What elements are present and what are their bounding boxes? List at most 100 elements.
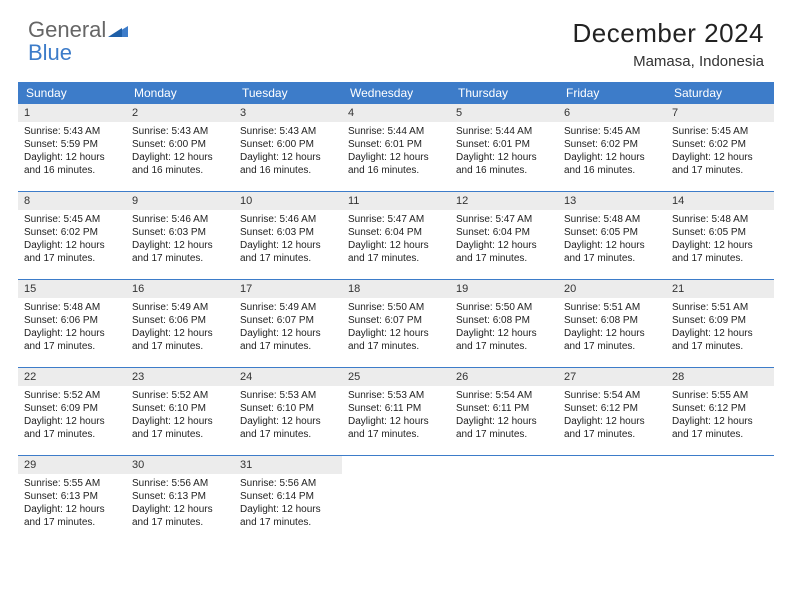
day-details: Sunrise: 5:45 AMSunset: 6:02 PMDaylight:… <box>558 122 666 183</box>
day-number: 6 <box>558 104 666 122</box>
calendar-week-row: 1Sunrise: 5:43 AMSunset: 5:59 PMDaylight… <box>18 104 774 192</box>
sunrise-line: Sunrise: 5:47 AM <box>348 213 444 226</box>
day-details: Sunrise: 5:49 AMSunset: 6:07 PMDaylight:… <box>234 298 342 359</box>
sunset-line: Sunset: 6:14 PM <box>240 490 336 503</box>
sunrise-line: Sunrise: 5:51 AM <box>672 301 768 314</box>
sunset-line: Sunset: 6:07 PM <box>348 314 444 327</box>
sunrise-line: Sunrise: 5:44 AM <box>456 125 552 138</box>
sunrise-line: Sunrise: 5:54 AM <box>564 389 660 402</box>
calendar-cell: 24Sunrise: 5:53 AMSunset: 6:10 PMDayligh… <box>234 368 342 455</box>
day-number: 11 <box>342 192 450 210</box>
daylight-line: Daylight: 12 hours and 16 minutes. <box>348 151 444 177</box>
day-details: Sunrise: 5:51 AMSunset: 6:09 PMDaylight:… <box>666 298 774 359</box>
sunrise-line: Sunrise: 5:51 AM <box>564 301 660 314</box>
day-number: 31 <box>234 456 342 474</box>
day-details: Sunrise: 5:54 AMSunset: 6:11 PMDaylight:… <box>450 386 558 447</box>
day-details: Sunrise: 5:53 AMSunset: 6:10 PMDaylight:… <box>234 386 342 447</box>
day-details: Sunrise: 5:48 AMSunset: 6:06 PMDaylight:… <box>18 298 126 359</box>
sunset-line: Sunset: 6:00 PM <box>132 138 228 151</box>
calendar-cell-empty <box>666 456 774 544</box>
sunset-line: Sunset: 6:05 PM <box>672 226 768 239</box>
calendar-cell: 11Sunrise: 5:47 AMSunset: 6:04 PMDayligh… <box>342 192 450 279</box>
sunrise-line: Sunrise: 5:56 AM <box>240 477 336 490</box>
day-number: 8 <box>18 192 126 210</box>
calendar-week-row: 29Sunrise: 5:55 AMSunset: 6:13 PMDayligh… <box>18 456 774 544</box>
day-header-cell: Thursday <box>450 82 558 104</box>
sunset-line: Sunset: 5:59 PM <box>24 138 120 151</box>
sunrise-line: Sunrise: 5:43 AM <box>24 125 120 138</box>
day-number: 24 <box>234 368 342 386</box>
sunset-line: Sunset: 6:08 PM <box>456 314 552 327</box>
day-details: Sunrise: 5:55 AMSunset: 6:12 PMDaylight:… <box>666 386 774 447</box>
day-number: 1 <box>18 104 126 122</box>
sunrise-line: Sunrise: 5:46 AM <box>240 213 336 226</box>
sunset-line: Sunset: 6:01 PM <box>348 138 444 151</box>
daylight-line: Daylight: 12 hours and 17 minutes. <box>24 327 120 353</box>
sunrise-line: Sunrise: 5:48 AM <box>672 213 768 226</box>
daylight-line: Daylight: 12 hours and 17 minutes. <box>564 415 660 441</box>
sunrise-line: Sunrise: 5:55 AM <box>672 389 768 402</box>
calendar-cell: 15Sunrise: 5:48 AMSunset: 6:06 PMDayligh… <box>18 280 126 367</box>
sunrise-line: Sunrise: 5:50 AM <box>456 301 552 314</box>
daylight-line: Daylight: 12 hours and 17 minutes. <box>456 415 552 441</box>
calendar-cell: 2Sunrise: 5:43 AMSunset: 6:00 PMDaylight… <box>126 104 234 191</box>
day-details: Sunrise: 5:46 AMSunset: 6:03 PMDaylight:… <box>234 210 342 271</box>
calendar-cell: 8Sunrise: 5:45 AMSunset: 6:02 PMDaylight… <box>18 192 126 279</box>
sunrise-line: Sunrise: 5:46 AM <box>132 213 228 226</box>
calendar-cell: 18Sunrise: 5:50 AMSunset: 6:07 PMDayligh… <box>342 280 450 367</box>
calendar-cell: 1Sunrise: 5:43 AMSunset: 5:59 PMDaylight… <box>18 104 126 191</box>
sunrise-line: Sunrise: 5:45 AM <box>564 125 660 138</box>
day-number: 26 <box>450 368 558 386</box>
sunset-line: Sunset: 6:11 PM <box>348 402 444 415</box>
daylight-line: Daylight: 12 hours and 17 minutes. <box>24 503 120 529</box>
brand-triangle-icon <box>108 18 130 41</box>
day-details: Sunrise: 5:43 AMSunset: 5:59 PMDaylight:… <box>18 122 126 183</box>
daylight-line: Daylight: 12 hours and 17 minutes. <box>132 503 228 529</box>
location-text: Mamasa, Indonesia <box>573 53 765 70</box>
calendar-cell: 25Sunrise: 5:53 AMSunset: 6:11 PMDayligh… <box>342 368 450 455</box>
daylight-line: Daylight: 12 hours and 17 minutes. <box>24 239 120 265</box>
daylight-line: Daylight: 12 hours and 16 minutes. <box>24 151 120 177</box>
daylight-line: Daylight: 12 hours and 17 minutes. <box>456 327 552 353</box>
sunset-line: Sunset: 6:01 PM <box>456 138 552 151</box>
daylight-line: Daylight: 12 hours and 17 minutes. <box>348 239 444 265</box>
sunrise-line: Sunrise: 5:53 AM <box>240 389 336 402</box>
day-details: Sunrise: 5:43 AMSunset: 6:00 PMDaylight:… <box>126 122 234 183</box>
day-number: 9 <box>126 192 234 210</box>
day-details: Sunrise: 5:52 AMSunset: 6:09 PMDaylight:… <box>18 386 126 447</box>
calendar-cell: 20Sunrise: 5:51 AMSunset: 6:08 PMDayligh… <box>558 280 666 367</box>
calendar-cell: 7Sunrise: 5:45 AMSunset: 6:02 PMDaylight… <box>666 104 774 191</box>
sunrise-line: Sunrise: 5:52 AM <box>24 389 120 402</box>
daylight-line: Daylight: 12 hours and 17 minutes. <box>672 239 768 265</box>
day-details: Sunrise: 5:51 AMSunset: 6:08 PMDaylight:… <box>558 298 666 359</box>
daylight-line: Daylight: 12 hours and 16 minutes. <box>456 151 552 177</box>
sunset-line: Sunset: 6:03 PM <box>132 226 228 239</box>
day-number: 29 <box>18 456 126 474</box>
daylight-line: Daylight: 12 hours and 17 minutes. <box>240 415 336 441</box>
daylight-line: Daylight: 12 hours and 17 minutes. <box>240 327 336 353</box>
day-number: 15 <box>18 280 126 298</box>
daylight-line: Daylight: 12 hours and 17 minutes. <box>348 415 444 441</box>
day-number: 23 <box>126 368 234 386</box>
day-number: 7 <box>666 104 774 122</box>
day-header-cell: Monday <box>126 82 234 104</box>
day-number: 30 <box>126 456 234 474</box>
sunrise-line: Sunrise: 5:52 AM <box>132 389 228 402</box>
day-details: Sunrise: 5:54 AMSunset: 6:12 PMDaylight:… <box>558 386 666 447</box>
day-details: Sunrise: 5:44 AMSunset: 6:01 PMDaylight:… <box>450 122 558 183</box>
day-number: 5 <box>450 104 558 122</box>
month-title: December 2024 <box>573 18 765 49</box>
sunrise-line: Sunrise: 5:45 AM <box>672 125 768 138</box>
sunset-line: Sunset: 6:06 PM <box>24 314 120 327</box>
day-details: Sunrise: 5:44 AMSunset: 6:01 PMDaylight:… <box>342 122 450 183</box>
day-number: 14 <box>666 192 774 210</box>
calendar-cell: 26Sunrise: 5:54 AMSunset: 6:11 PMDayligh… <box>450 368 558 455</box>
sunset-line: Sunset: 6:10 PM <box>240 402 336 415</box>
sunrise-line: Sunrise: 5:55 AM <box>24 477 120 490</box>
sunrise-line: Sunrise: 5:50 AM <box>348 301 444 314</box>
daylight-line: Daylight: 12 hours and 17 minutes. <box>672 327 768 353</box>
calendar-cell-empty <box>450 456 558 544</box>
daylight-line: Daylight: 12 hours and 17 minutes. <box>564 327 660 353</box>
sunset-line: Sunset: 6:10 PM <box>132 402 228 415</box>
day-details: Sunrise: 5:48 AMSunset: 6:05 PMDaylight:… <box>558 210 666 271</box>
